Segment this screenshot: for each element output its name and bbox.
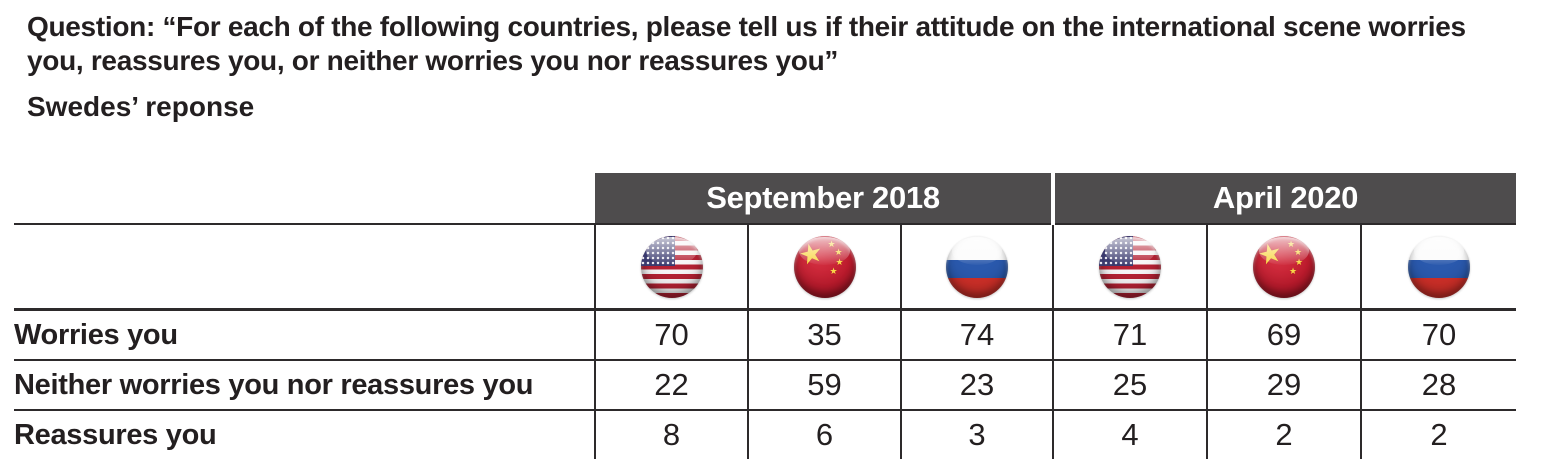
value-cell: 3	[900, 409, 1053, 459]
china-flag-icon: ★ ★ ★ ★ ★	[793, 235, 856, 298]
china-small-star: ★	[834, 247, 843, 258]
value-cell: 2	[1360, 409, 1516, 459]
china-small-star: ★	[829, 266, 838, 277]
value-cell: 70	[594, 308, 748, 360]
flag-cell-usa-sep2018	[594, 223, 748, 310]
value-cell: 69	[1206, 308, 1361, 360]
value-cell: 59	[747, 359, 901, 410]
corner-cell	[14, 173, 595, 224]
period-header-row: September 2018 April 2020	[14, 173, 1516, 224]
china-small-star: ★	[1289, 266, 1298, 277]
value-cell: 4	[1052, 409, 1207, 459]
period-header-september-2018: September 2018	[595, 173, 1053, 224]
value-cell: 25	[1052, 359, 1207, 410]
china-small-star: ★	[1295, 257, 1304, 268]
flag-row-label-cell	[14, 223, 595, 310]
value-cell: 2	[1206, 409, 1361, 459]
value-cell: 71	[1052, 308, 1207, 360]
flag-cell-russia-sep2018	[900, 223, 1053, 310]
china-big-star: ★	[1254, 236, 1286, 272]
row-label: Worries you	[14, 308, 595, 360]
russia-flag-icon	[1408, 235, 1470, 298]
usa-canton	[640, 235, 675, 266]
china-big-star: ★	[795, 236, 827, 272]
china-small-star: ★	[827, 239, 836, 250]
value-cell: 29	[1206, 359, 1361, 410]
value-cell: 6	[747, 409, 901, 459]
table-row-neither: Neither worries you nor reassures you 22…	[14, 359, 1516, 410]
china-small-star: ★	[1294, 247, 1303, 258]
china-flag-icon: ★ ★ ★ ★ ★	[1253, 235, 1315, 298]
flag-header-row: ★ ★ ★ ★ ★ ★ ★ ★ ★	[14, 223, 1516, 310]
flag-cell-china-apr2020: ★ ★ ★ ★ ★	[1206, 223, 1361, 310]
value-cell: 22	[594, 359, 748, 410]
china-small-star: ★	[1287, 239, 1296, 250]
row-label: Reassures you	[14, 409, 595, 459]
usa-flag-icon	[1099, 235, 1161, 298]
period-header-april-2020: April 2020	[1051, 173, 1516, 224]
table-row-reassures-you: Reassures you 8 6 3 4 2 2	[14, 409, 1516, 459]
usa-canton	[1099, 235, 1133, 266]
table-row-worries-you: Worries you 70 35 74 71 69 70	[14, 308, 1516, 360]
value-cell: 35	[747, 308, 901, 360]
flag-cell-russia-apr2020	[1360, 223, 1516, 310]
russia-flag-icon	[946, 235, 1008, 298]
survey-results-table: September 2018 April 2020 ★ ★ ★ ★ ★	[14, 173, 1516, 459]
value-cell: 8	[594, 409, 748, 459]
china-small-star: ★	[835, 257, 844, 268]
usa-flag-icon	[640, 235, 703, 298]
flag-cell-china-sep2018: ★ ★ ★ ★ ★	[747, 223, 901, 310]
subtitle-swedes-response: Swedes’ reponse	[27, 91, 255, 122]
value-cell: 28	[1360, 359, 1516, 410]
value-cell: 23	[900, 359, 1053, 410]
value-cell: 74	[900, 308, 1053, 360]
value-cell: 70	[1360, 308, 1516, 360]
flag-cell-usa-apr2020	[1052, 223, 1207, 310]
row-label: Neither worries you nor reassures you	[14, 359, 595, 410]
question-title: Question: “For each of the following cou…	[27, 11, 1466, 76]
title-block: Question: “For each of the following cou…	[0, 0, 1544, 123]
